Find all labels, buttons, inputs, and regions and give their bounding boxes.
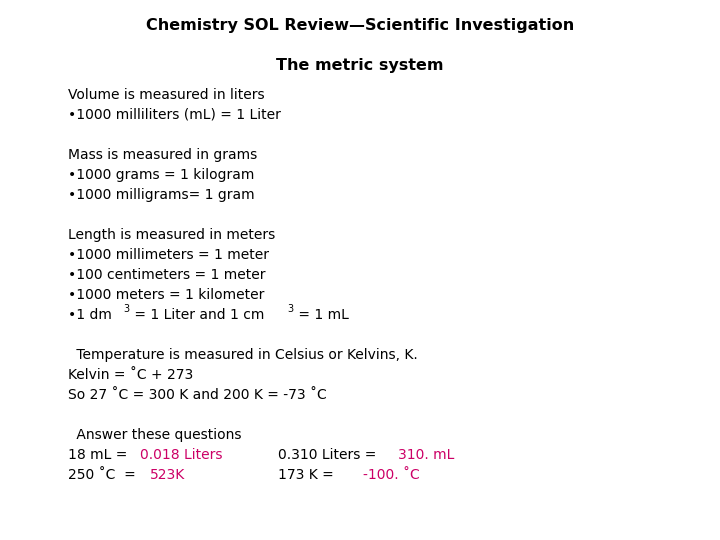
Text: 3: 3: [123, 304, 129, 314]
Text: •1000 milligrams= 1 gram: •1000 milligrams= 1 gram: [68, 188, 255, 202]
Text: 18 mL =: 18 mL =: [68, 448, 132, 462]
Text: Kelvin = ˚C + 273: Kelvin = ˚C + 273: [68, 368, 193, 382]
Text: Chemistry SOL Review—Scientific Investigation: Chemistry SOL Review—Scientific Investig…: [146, 18, 574, 33]
Text: •1000 meters = 1 kilometer: •1000 meters = 1 kilometer: [68, 288, 264, 302]
Text: 173 K =: 173 K =: [278, 468, 338, 482]
Text: •1 dm: •1 dm: [68, 308, 112, 322]
Text: 0.310 Liters =: 0.310 Liters =: [278, 448, 381, 462]
Text: The metric system: The metric system: [276, 58, 444, 73]
Text: 310. mL: 310. mL: [398, 448, 454, 462]
Text: •1000 milliliters (mL) = 1 Liter: •1000 milliliters (mL) = 1 Liter: [68, 108, 281, 122]
Text: Length is measured in meters: Length is measured in meters: [68, 228, 275, 242]
Text: Temperature is measured in Celsius or Kelvins, K.: Temperature is measured in Celsius or Ke…: [72, 348, 418, 362]
Text: = 1 Liter and 1 cm: = 1 Liter and 1 cm: [130, 308, 264, 322]
Text: •1000 millimeters = 1 meter: •1000 millimeters = 1 meter: [68, 248, 269, 262]
Text: Answer these questions: Answer these questions: [72, 428, 241, 442]
Text: 250 ˚C  =: 250 ˚C =: [68, 468, 140, 482]
Text: -100. ˚C: -100. ˚C: [363, 468, 420, 482]
Text: •1000 grams = 1 kilogram: •1000 grams = 1 kilogram: [68, 168, 254, 182]
Text: 3: 3: [287, 304, 293, 314]
Text: Volume is measured in liters: Volume is measured in liters: [68, 88, 265, 102]
Text: = 1 mL: = 1 mL: [294, 308, 349, 322]
Text: 0.018 Liters: 0.018 Liters: [140, 448, 222, 462]
Text: Mass is measured in grams: Mass is measured in grams: [68, 148, 257, 162]
Text: So 27 ˚C = 300 K and 200 K = -73 ˚C: So 27 ˚C = 300 K and 200 K = -73 ˚C: [68, 388, 327, 402]
Text: •100 centimeters = 1 meter: •100 centimeters = 1 meter: [68, 268, 266, 282]
Text: 523K: 523K: [150, 468, 185, 482]
